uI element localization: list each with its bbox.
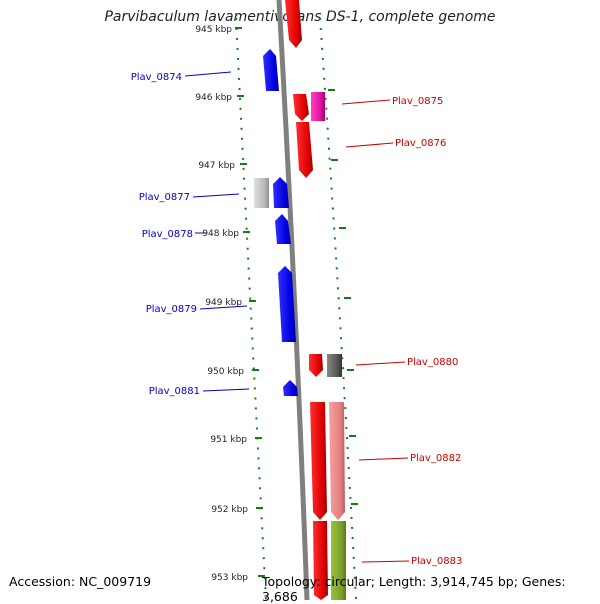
plus-strand-genes [285, 0, 346, 600]
gene-label-right[interactable]: Plav_0876 [395, 138, 446, 149]
ruler-label: 953 kbp [211, 573, 248, 583]
gene-label-left[interactable]: Plav_0874 [131, 72, 182, 83]
ruler-label: 947 kbp [198, 161, 235, 171]
gene-top-partial[interactable] [285, 0, 302, 48]
ruler-label: 946 kbp [195, 93, 232, 103]
gene-label-left[interactable]: Plav_0877 [139, 192, 190, 203]
gene-label-left[interactable]: Plav_0879 [146, 304, 197, 315]
gene-plav-0883[interactable] [331, 521, 346, 600]
ruler-ticks-right [328, 89, 358, 505]
gene-label-right[interactable]: Plav_0875 [392, 96, 443, 107]
leader-line-plav-0876 [345, 142, 394, 148]
gene-label-right[interactable]: Plav_0880 [407, 357, 458, 368]
leader-line-plav-0883 [361, 560, 410, 563]
gene-plav-0879[interactable] [278, 266, 296, 342]
leader-line-plav-0881 [202, 388, 250, 392]
gene-plav-0875[interactable] [311, 92, 325, 121]
gene-plav-0880[interactable] [327, 354, 342, 377]
ruler-label: 945 kbp [195, 25, 232, 35]
gene-plav-0875-a[interactable] [293, 94, 309, 121]
ruler-label: 951 kbp [210, 435, 247, 445]
leader-line-plav-0877 [192, 193, 240, 198]
gene-plav-0874[interactable] [263, 49, 279, 91]
ruler-ticks-left [235, 27, 265, 577]
gene-plav-0883-a[interactable] [313, 521, 328, 600]
gene-plav-0882[interactable] [329, 402, 345, 520]
gene-label-right[interactable]: Plav_0883 [411, 556, 462, 567]
gene-plav-0877-pseudo[interactable] [254, 178, 269, 208]
minus-strand-genes [254, 49, 298, 396]
gene-label-right[interactable]: Plav_0882 [410, 453, 461, 464]
gene-plav-0882-a[interactable] [310, 402, 327, 520]
ruler-label: 950 kbp [207, 367, 244, 377]
gene-label-left[interactable]: Plav_0881 [149, 386, 200, 397]
gene-plav-0876[interactable] [296, 122, 313, 178]
genome-backbone [276, 0, 310, 600]
leader-line-plav-0875 [341, 99, 391, 105]
ruler-label: 949 kbp [205, 298, 242, 308]
gene-plav-0880-a[interactable] [309, 354, 323, 377]
accession-label: Accession: NC_009719 [9, 574, 152, 589]
gene-label-left[interactable]: Plav_0878 [142, 229, 193, 240]
gene-plav-0877[interactable] [273, 177, 289, 208]
gene-plav-0878[interactable] [275, 214, 291, 244]
ruler-label: 948 kbp [202, 229, 239, 239]
gene-plav-0881[interactable] [283, 380, 298, 396]
leader-line-plav-0879 [199, 305, 248, 310]
ruler-label: 952 kbp [211, 505, 248, 515]
leader-line-plav-0874 [184, 71, 232, 77]
leader-line-plav-0880 [355, 361, 406, 366]
leader-line-plav-0882 [358, 457, 409, 461]
